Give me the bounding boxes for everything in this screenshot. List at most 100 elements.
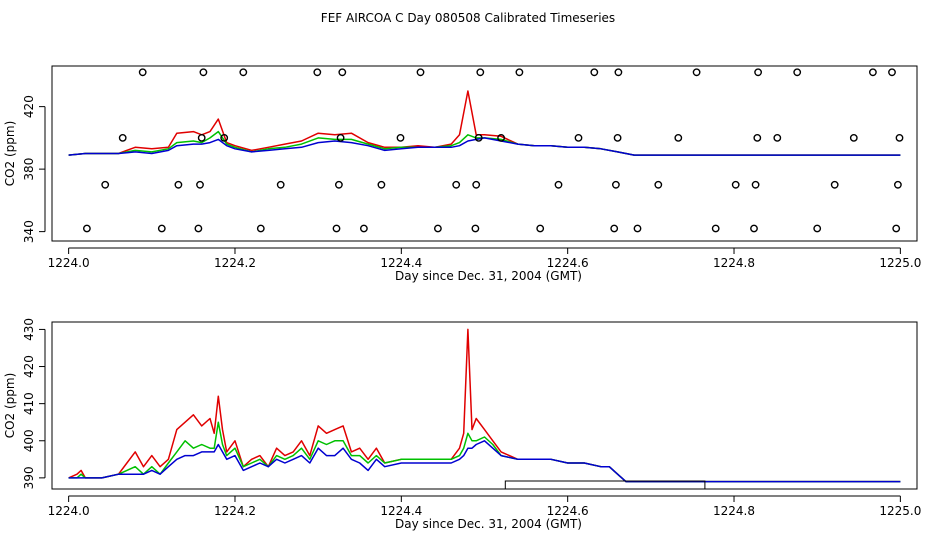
- y-tick-label: 400: [22, 429, 36, 452]
- calibration-point-marker: [471, 224, 480, 233]
- y-tick-label: 380: [22, 158, 36, 181]
- calibration-point-marker: [590, 68, 599, 77]
- calibration-point-marker: [199, 68, 208, 77]
- calibration-point-marker: [174, 180, 183, 189]
- calibration-point-marker: [894, 180, 902, 189]
- x-tick-label: 1224.6: [547, 504, 589, 518]
- y-tick-label: 420: [22, 95, 36, 118]
- calibration-point-marker: [101, 180, 110, 189]
- selected-window-bracket: [504, 480, 706, 490]
- bottom-axes: 1224.0 1224.2 1224.4 1224.6 1224.8 1225.0 390 4…: [22, 318, 921, 518]
- x-tick-label: 1224.6: [547, 256, 589, 270]
- y-tick-label: 340: [22, 220, 36, 243]
- calibration-point-marker: [753, 133, 762, 142]
- calibration-point-marker: [773, 133, 782, 142]
- red-series-line: [68, 328, 901, 483]
- green-series-line: [68, 421, 901, 483]
- calibration-point-marker: [433, 224, 442, 233]
- calibration-point-marker: [711, 224, 720, 233]
- bottom-x-axis-label: Day since Dec. 31, 2004 (GMT): [395, 517, 582, 531]
- top-axes: 1224.0 1224.2 1224.4 1224.6 1224.8 1225.0 340 3…: [22, 95, 921, 270]
- x-tick-label: 1224.8: [713, 256, 755, 270]
- calibration-point-marker: [332, 224, 341, 233]
- calibration-point-marker: [452, 180, 461, 189]
- calibration-point-marker: [888, 68, 896, 77]
- x-tick-label: 1225.0: [879, 504, 921, 518]
- calibration-point-marker: [334, 180, 343, 189]
- top-y-axis-label: CO2 (ppm): [3, 121, 17, 187]
- bottom-y-axis-label: CO2 (ppm): [3, 373, 17, 439]
- calibration-point-marker: [118, 133, 127, 142]
- x-tick-label: 1224.4: [380, 504, 422, 518]
- calibration-point-marker: [416, 68, 425, 77]
- calibration-point-marker: [813, 224, 822, 233]
- calibration-point-marker: [138, 68, 147, 77]
- blue-series-line: [68, 137, 901, 156]
- calibration-point-marker: [220, 133, 229, 142]
- calibration-point-marker: [692, 68, 701, 77]
- top-panel: 1224.0 1224.2 1224.4 1224.6 1224.8 1225.0 340 3…: [3, 65, 921, 283]
- top-x-axis-label: Day since Dec. 31, 2004 (GMT): [395, 269, 582, 283]
- calibration-point-marker: [754, 68, 762, 77]
- x-tick-label: 1224.8: [713, 504, 755, 518]
- calibration-point-marker: [869, 68, 877, 77]
- x-tick-label: 1224.0: [48, 256, 90, 270]
- calibration-point-marker: [849, 133, 858, 142]
- calibration-point-marker: [197, 133, 206, 142]
- calibration-point-marker: [731, 180, 740, 189]
- calibration-point-marker: [276, 180, 285, 189]
- bottom-highlight: [504, 480, 706, 490]
- bottom-series: [68, 328, 901, 483]
- top-plot-frame: [51, 65, 918, 242]
- calibration-point-marker: [196, 180, 204, 189]
- x-tick-label: 1224.2: [214, 256, 256, 270]
- top-calibration-markers: [83, 68, 904, 233]
- calibration-point-marker: [313, 68, 322, 77]
- calibration-point-marker: [613, 133, 622, 142]
- calibration-point-marker: [895, 133, 904, 142]
- calibration-point-marker: [654, 180, 663, 189]
- bottom-plot-frame: [51, 321, 918, 490]
- calibration-point-marker: [674, 133, 683, 142]
- calibration-point-marker: [574, 133, 583, 142]
- calibration-point-marker: [614, 68, 623, 77]
- calibration-point-marker: [396, 133, 405, 142]
- calibration-point-marker: [472, 180, 481, 189]
- calibration-point-marker: [750, 224, 758, 233]
- calibration-point-marker: [554, 180, 563, 189]
- red-series-line: [68, 90, 901, 156]
- top-series: [68, 90, 901, 156]
- calibration-point-marker: [336, 133, 345, 142]
- calibration-point-marker: [239, 68, 248, 77]
- y-tick-label: 390: [22, 466, 36, 489]
- blue-series-line: [68, 440, 901, 483]
- calibration-point-marker: [338, 68, 347, 77]
- calibration-point-marker: [751, 180, 760, 189]
- y-tick-label: 410: [22, 392, 36, 415]
- calibration-point-marker: [612, 180, 620, 189]
- x-tick-label: 1224.2: [214, 504, 256, 518]
- calibration-point-marker: [830, 180, 839, 189]
- figure-title: FEF AIRCOA C Day 080508 Calibrated Times…: [321, 11, 615, 25]
- y-tick-label: 430: [22, 318, 36, 341]
- calibration-point-marker: [476, 68, 485, 77]
- calibration-point-marker: [194, 224, 203, 233]
- calibration-point-marker: [377, 180, 386, 189]
- calibration-point-marker: [515, 68, 524, 77]
- x-tick-label: 1224.4: [380, 256, 422, 270]
- calibration-point-marker: [610, 224, 619, 233]
- bottom-panel: 1224.0 1224.2 1224.4 1224.6 1224.8 1225.0 390 4…: [3, 318, 921, 531]
- calibration-point-marker: [256, 224, 265, 233]
- calibration-point-marker: [536, 224, 545, 233]
- calibration-point-marker: [83, 224, 91, 233]
- calibration-point-marker: [359, 224, 368, 233]
- x-tick-label: 1224.0: [48, 504, 90, 518]
- calibration-point-marker: [633, 224, 642, 233]
- calibration-point-marker: [497, 133, 505, 142]
- calibration-point-marker: [793, 68, 802, 77]
- x-tick-label: 1225.0: [879, 256, 921, 270]
- calibration-point-marker: [474, 133, 483, 142]
- y-tick-label: 420: [22, 355, 36, 378]
- calibration-point-marker: [157, 224, 166, 233]
